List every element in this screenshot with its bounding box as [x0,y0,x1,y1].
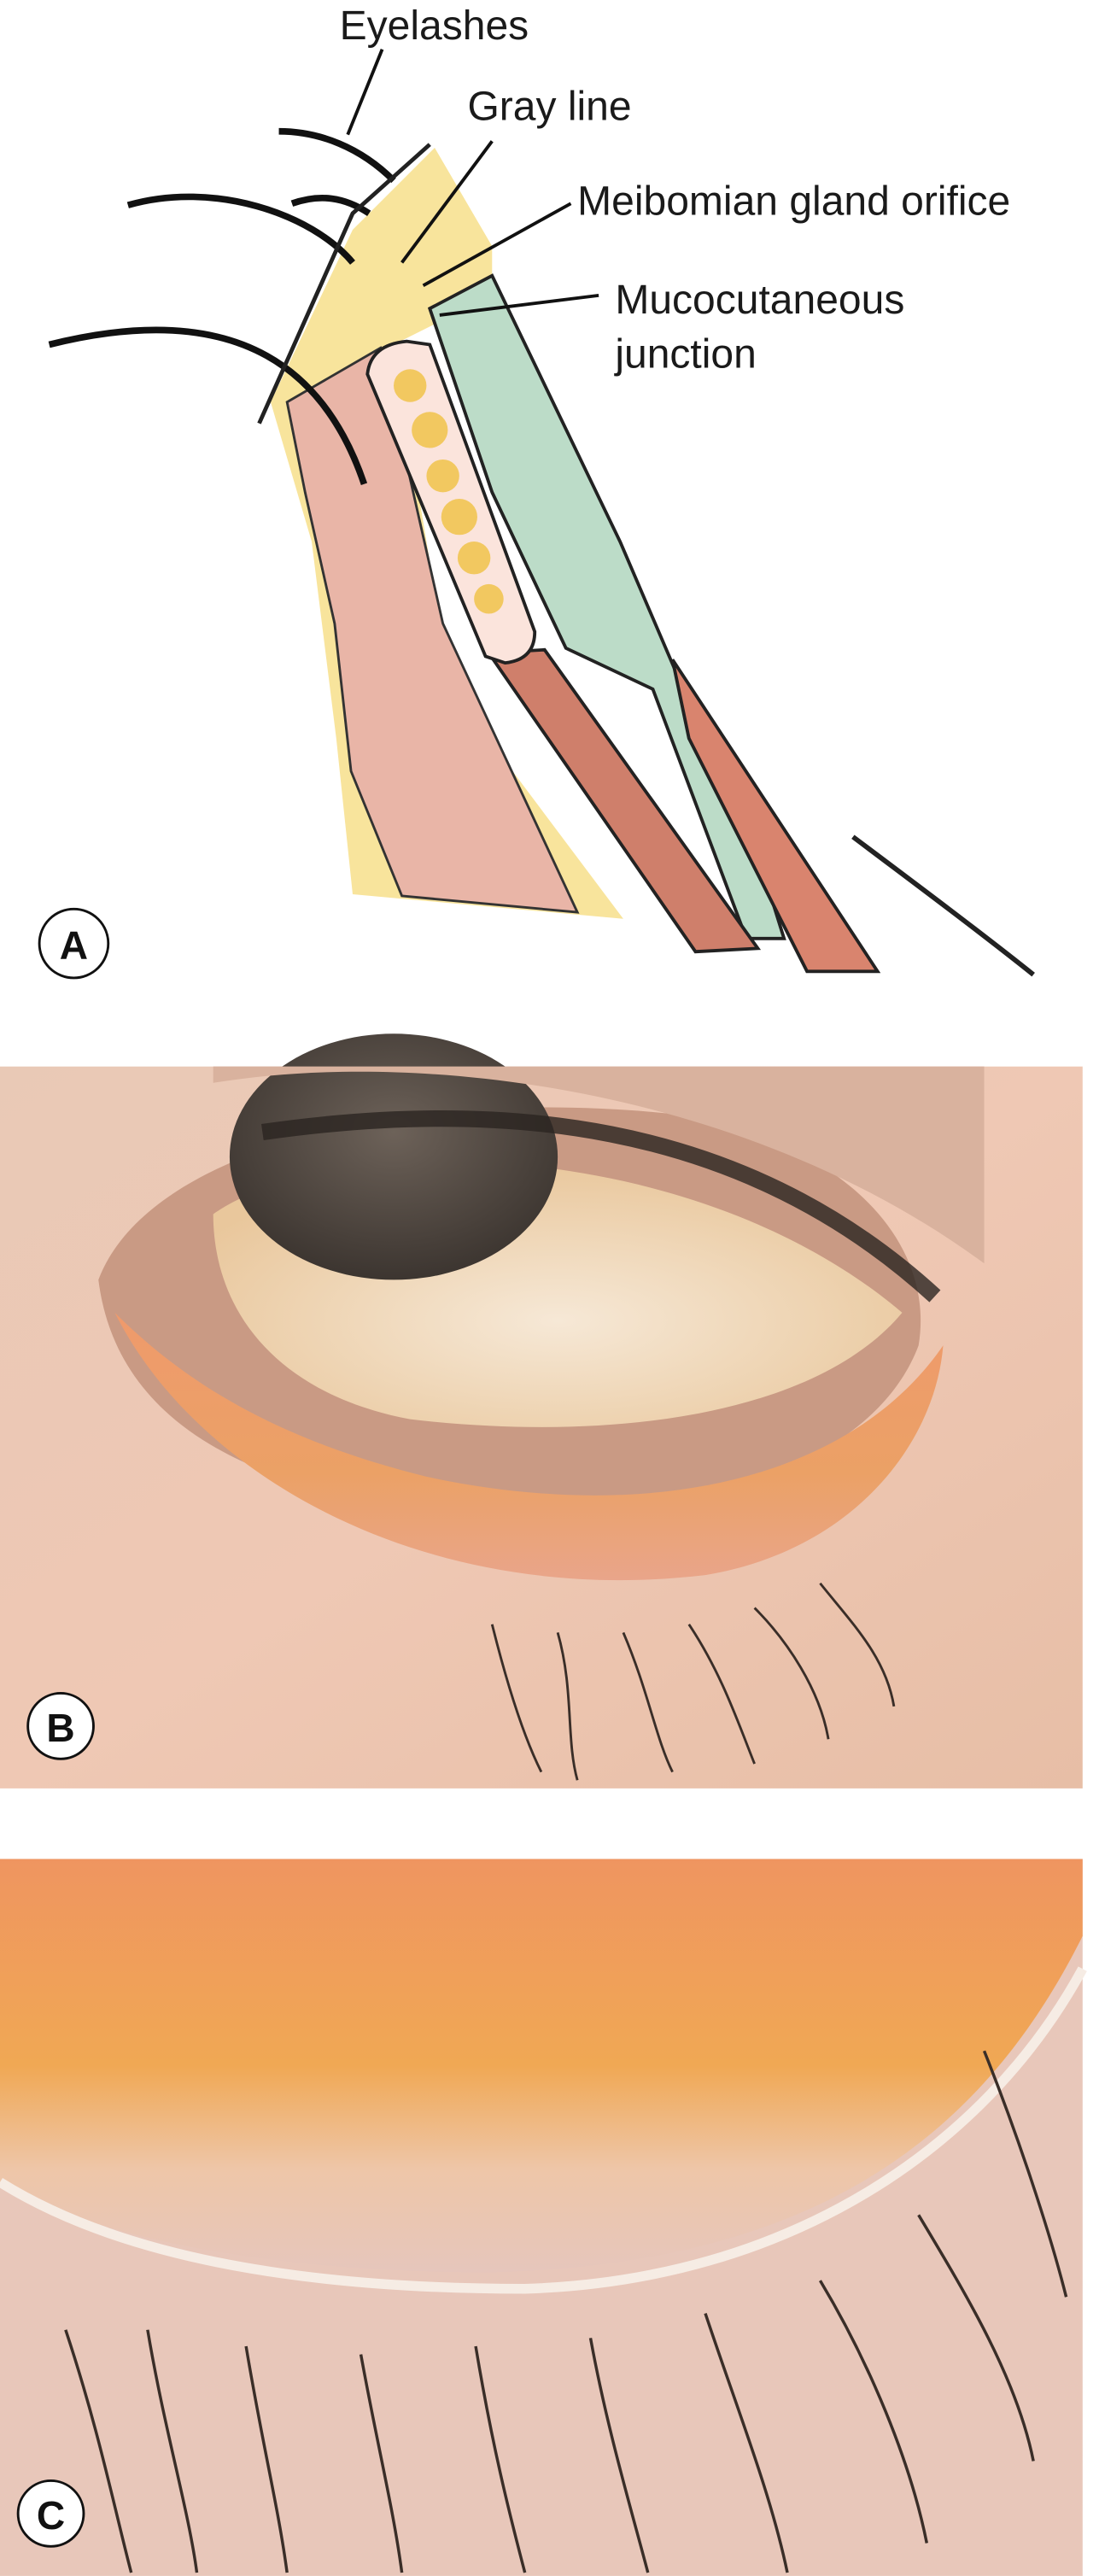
panel-badge [16,2479,85,2548]
leader-lines [346,49,599,317]
lid-margin [0,1966,1087,2294]
label: junction [613,331,757,377]
panel-label: B [46,1706,74,1750]
lower-lash [851,834,1035,977]
panel-label: C [37,2493,65,2538]
lashes [64,2050,1068,2573]
lower-lashes [490,1582,896,1781]
panel-badge [26,1692,95,1760]
eyelashes [48,127,396,485]
label: Eyelashes [340,3,529,49]
panel-label: A [60,923,88,968]
lower-tissue [670,659,881,974]
lower-conjunctiva [114,1312,944,1581]
panel-badge [38,907,110,980]
panel-b: B [0,1033,1083,1789]
upper-lid [213,1066,985,1264]
label: Mucocutaneous [615,278,904,323]
label: Meibomian gland orifice [577,179,1010,225]
panel-a: Eyelashes Gray line Meibomian gland orif… [38,3,1035,980]
iris [229,1033,558,1280]
upper-lashes [260,1110,941,1303]
conjunctiva [427,273,786,940]
conjunctiva [0,1859,1083,2273]
gland-acini [394,369,504,614]
lid-edge [257,143,431,424]
panel-c: C [0,1859,1087,2576]
label: Gray line [467,84,631,129]
